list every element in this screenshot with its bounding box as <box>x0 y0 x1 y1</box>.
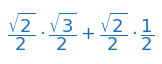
Text: $\dfrac{\sqrt{2}}{2}\cdot\dfrac{\sqrt{3}}{2}+\dfrac{\sqrt{2}}{2}\cdot\dfrac{1}{2: $\dfrac{\sqrt{2}}{2}\cdot\dfrac{\sqrt{3}… <box>7 11 155 53</box>
